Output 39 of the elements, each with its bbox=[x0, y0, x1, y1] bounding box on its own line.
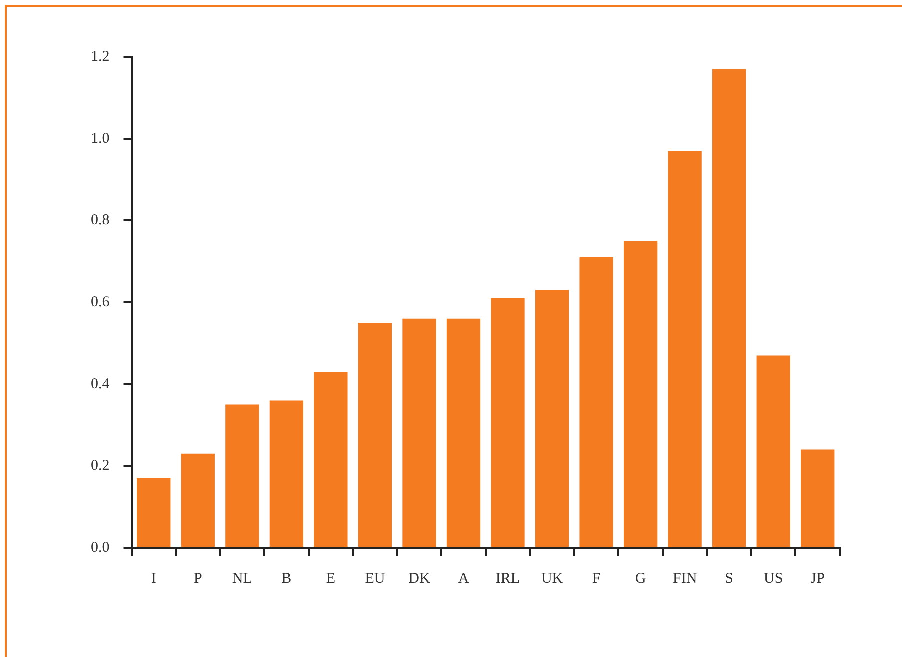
y-tick-label: 0.4 bbox=[91, 376, 110, 392]
bar bbox=[712, 69, 746, 547]
bar bbox=[226, 404, 260, 547]
x-tick-label: IRL bbox=[496, 570, 520, 587]
y-tick-label: 0.8 bbox=[91, 212, 110, 229]
bar bbox=[756, 356, 790, 547]
y-tick-label: 0.6 bbox=[91, 294, 110, 310]
x-tick-label: E bbox=[326, 570, 336, 587]
y-tick-label: 0.2 bbox=[91, 458, 110, 474]
x-tick-label: DK bbox=[408, 570, 430, 587]
x-tick-label: P bbox=[194, 570, 202, 587]
bar bbox=[181, 454, 215, 547]
x-tick-label: US bbox=[764, 570, 784, 587]
x-tick-label: B bbox=[282, 570, 292, 587]
x-tick-label: S bbox=[725, 570, 734, 587]
bar bbox=[624, 241, 658, 547]
bar bbox=[801, 450, 835, 547]
bar bbox=[491, 298, 525, 547]
bar bbox=[446, 318, 481, 547]
bar bbox=[580, 257, 614, 547]
y-tick-label: 1.2 bbox=[91, 48, 110, 65]
bar bbox=[402, 318, 436, 547]
y-tick-label: 1.0 bbox=[91, 130, 110, 147]
x-tick-label: G bbox=[635, 570, 646, 587]
x-tick-label: JP bbox=[810, 570, 825, 587]
bar bbox=[668, 151, 702, 547]
x-tick-label: F bbox=[592, 570, 601, 587]
y-tick-label: 0.0 bbox=[91, 540, 110, 556]
x-tick-label: EU bbox=[365, 570, 386, 587]
x-tick-label: I bbox=[151, 570, 156, 587]
x-tick-label: FIN bbox=[672, 570, 698, 587]
bar bbox=[535, 290, 570, 547]
bar bbox=[270, 400, 304, 547]
bar bbox=[314, 372, 348, 547]
x-tick-label: UK bbox=[541, 570, 564, 587]
bar bbox=[358, 322, 392, 547]
x-tick-label: A bbox=[458, 570, 470, 587]
x-tick-label: NL bbox=[232, 570, 252, 587]
bar bbox=[137, 478, 171, 547]
